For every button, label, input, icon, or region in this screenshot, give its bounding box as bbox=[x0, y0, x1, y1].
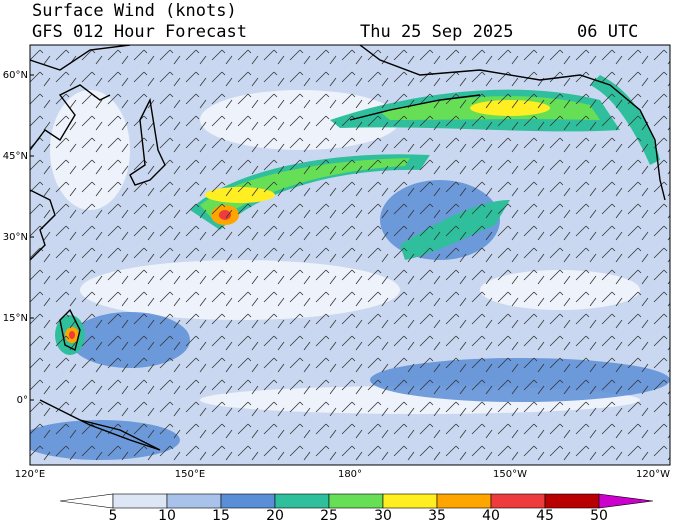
colorbar-bin bbox=[166, 493, 222, 509]
colorbar-bin bbox=[436, 493, 492, 509]
lat-label: 45°N bbox=[3, 151, 28, 162]
lon-label: 120°W bbox=[636, 469, 670, 480]
lon-label: 180° bbox=[338, 469, 362, 480]
colorbar-bin bbox=[274, 493, 330, 509]
colorbar-bin bbox=[112, 493, 168, 509]
map-frame bbox=[29, 44, 671, 466]
colorbar: 5 10 15 20 25 30 35 40 45 50 bbox=[59, 493, 654, 524]
lat-label: 60°N bbox=[3, 70, 28, 81]
lat-label: 0° bbox=[17, 395, 28, 406]
colorbar-label: 40 bbox=[482, 508, 500, 524]
lat-label: 30°N bbox=[3, 232, 28, 243]
colorbar-label: 35 bbox=[428, 508, 446, 524]
time: 06 UTC bbox=[577, 22, 638, 42]
colorbar-low-end bbox=[59, 493, 114, 509]
colorbar-bin bbox=[382, 493, 438, 509]
colorbar-label: 10 bbox=[158, 508, 176, 524]
colorbar-bin bbox=[328, 493, 384, 509]
colorbar-bin bbox=[544, 493, 600, 509]
colorbar-label: 50 bbox=[590, 508, 608, 524]
map-field bbox=[30, 45, 670, 465]
colorbar-label: 20 bbox=[266, 508, 284, 524]
wind-barbs bbox=[30, 45, 670, 465]
colorbar-label: 5 bbox=[109, 508, 118, 524]
colorbar-label: 30 bbox=[374, 508, 392, 524]
axis-labels: 60°N 45°N 30°N 15°N 0° 120°E 150°E 180° 150°W 120… bbox=[3, 70, 670, 480]
lon-label: 150°W bbox=[493, 469, 527, 480]
lon-label: 150°E bbox=[175, 469, 205, 480]
colorbar-label: 45 bbox=[536, 508, 554, 524]
colorbar-high-end bbox=[598, 493, 654, 509]
colorbar-label: 15 bbox=[212, 508, 230, 524]
colorbar-bin bbox=[220, 493, 276, 509]
date: Thu 25 Sep 2025 bbox=[360, 22, 514, 42]
subtitle: GFS 012 Hour Forecast bbox=[32, 22, 247, 42]
lon-label: 120°E bbox=[15, 469, 45, 480]
colorbar-label: 25 bbox=[320, 508, 338, 524]
coastlines bbox=[30, 45, 666, 451]
title: Surface Wind (knots) bbox=[32, 1, 237, 21]
colorbar-bin bbox=[490, 493, 546, 509]
lat-label: 15°N bbox=[3, 313, 28, 324]
